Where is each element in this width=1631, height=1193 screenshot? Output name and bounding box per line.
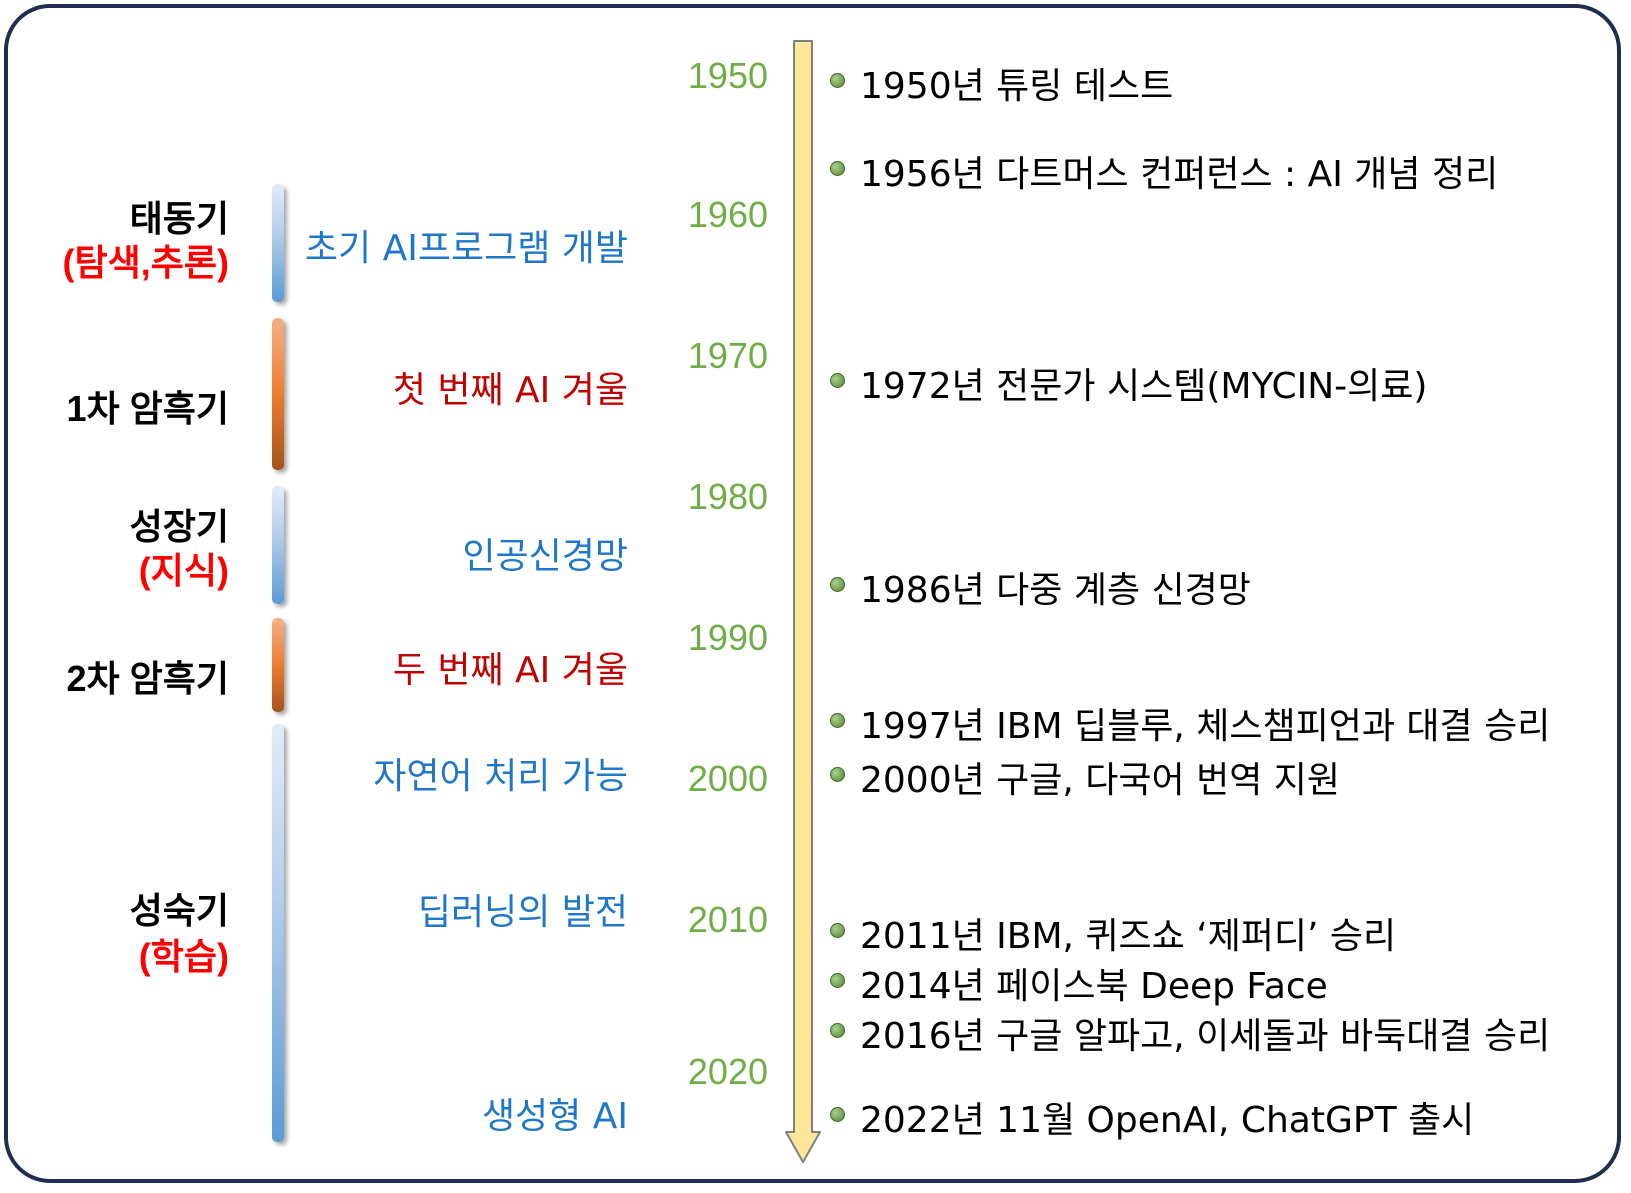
event-text: 1972년 전문가 시스템(MYCIN-의료) — [860, 366, 1428, 407]
event-text: 1956년 다트머스 컨퍼런스 : AI 개념 정리 — [860, 154, 1499, 195]
era-bar-second-winter — [272, 618, 284, 712]
decade-label: 1960 — [687, 194, 768, 235]
decade-label: 1980 — [687, 476, 768, 517]
decade-label: 2000 — [687, 758, 768, 799]
era-title-second-winter: 2차 암흑기 — [66, 658, 229, 699]
era-title-first-winter: 1차 암흑기 — [66, 388, 229, 429]
era-subtitle-maturity: (학습) — [138, 936, 229, 977]
event-dot-icon — [830, 923, 845, 938]
event-dot-icon — [830, 1107, 845, 1122]
development-deep-learning: 딥러닝의 발전 — [417, 892, 628, 933]
development-neural-networks: 인공신경망 — [462, 536, 628, 577]
event-dot-icon — [830, 73, 845, 88]
era-title-growth: 성장기 — [129, 506, 229, 547]
era-subtitle-emergence: (탐색,추론) — [62, 242, 229, 283]
development-second-ai-winter: 두 번째 AI 겨울 — [392, 650, 628, 691]
decade-label: 2020 — [687, 1051, 768, 1092]
era-title-maturity: 성숙기 — [129, 890, 229, 931]
event-text: 2011년 IBM, 퀴즈쇼 ‘제퍼디’ 승리 — [860, 916, 1397, 957]
event-text: 2016년 구글 알파고, 이세돌과 바둑대결 승리 — [860, 1016, 1551, 1057]
event-dot-icon — [830, 161, 845, 176]
event-text: 2000년 구글, 다국어 번역 지원 — [860, 760, 1341, 801]
decade-label: 2010 — [687, 899, 768, 940]
era-bar-maturity — [272, 724, 284, 1142]
event-text: 2014년 페이스북 Deep Face — [860, 966, 1328, 1007]
era-bar-growth — [272, 486, 284, 604]
event-dot-icon — [830, 713, 845, 728]
event-text: 1986년 다중 계층 신경망 — [860, 570, 1251, 611]
era-subtitle-growth: (지식) — [138, 550, 229, 591]
era-bar-first-winter — [272, 318, 284, 470]
era-title-emergence: 태동기 — [129, 198, 229, 239]
development-nlp: 자연어 처리 가능 — [373, 756, 628, 797]
development-first-ai-winter: 첫 번째 AI 겨울 — [392, 370, 628, 411]
decade-label: 1970 — [687, 335, 768, 376]
diagram-frame: 태동기 (탐색,추론) 1차 암흑기 성장기 (지식) 2차 암흑기 성숙기 (… — [4, 4, 1621, 1183]
event-text: 1997년 IBM 딥블루, 체스챔피언과 대결 승리 — [860, 706, 1551, 747]
event-dot-icon — [830, 373, 845, 388]
event-dot-icon — [830, 1023, 845, 1038]
development-generative-ai: 생성형 AI — [481, 1096, 628, 1137]
event-dot-icon — [830, 577, 845, 592]
event-text: 1950년 튜링 테스트 — [860, 66, 1174, 107]
decade-label: 1950 — [687, 55, 768, 96]
development-early-programs: 초기 AI프로그램 개발 — [304, 228, 628, 269]
decade-label: 1990 — [687, 617, 768, 658]
event-dot-icon — [830, 767, 845, 782]
event-dot-icon — [830, 973, 845, 988]
event-text: 2022년 11월 OpenAI, ChatGPT 출시 — [860, 1100, 1475, 1141]
era-bar-emergence — [272, 184, 284, 302]
timeline-arrow — [785, 40, 821, 1163]
